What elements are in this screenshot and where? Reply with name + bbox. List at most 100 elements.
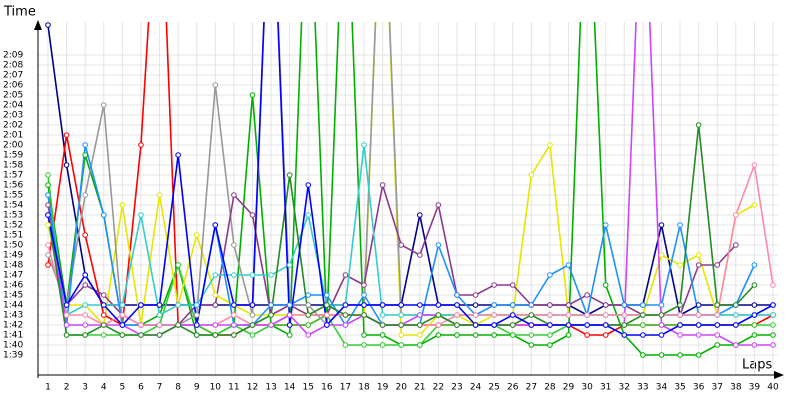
lap-point <box>770 312 776 318</box>
lap-point <box>268 322 274 328</box>
lap-point <box>45 262 51 268</box>
lap-point <box>231 192 237 198</box>
lap-point <box>547 302 553 308</box>
x-tick-label: 35 <box>674 383 685 393</box>
lap-point <box>398 312 405 318</box>
lap-point <box>342 342 349 348</box>
lap-point <box>45 222 51 228</box>
lap-point <box>82 272 88 278</box>
lap-point <box>454 302 460 308</box>
lap-point <box>454 312 460 318</box>
lap-point <box>305 182 312 188</box>
lap-point <box>193 322 200 328</box>
x-tick-label: 27 <box>526 383 537 393</box>
y-tick-label: 1:52 <box>3 221 23 231</box>
lap-point <box>491 302 497 308</box>
y-tick-label: 1:51 <box>3 231 23 241</box>
lap-point <box>286 332 293 338</box>
lap-point <box>286 172 293 178</box>
lap-point <box>82 332 88 338</box>
lap-point <box>416 302 423 308</box>
lap-point <box>658 312 665 318</box>
lap-point <box>305 292 312 298</box>
lap-point <box>82 322 88 328</box>
lap-point <box>602 332 609 338</box>
lap-point <box>361 332 367 338</box>
y-tick-label: 2:00 <box>3 141 23 151</box>
lap-point <box>100 212 107 218</box>
x-tick-label: 18 <box>358 383 370 393</box>
lap-point <box>268 272 274 278</box>
lap-point <box>454 332 460 338</box>
lap-point <box>119 332 126 338</box>
lap-point <box>361 342 367 348</box>
lap-point <box>677 332 683 338</box>
x-tick-label: 26 <box>507 383 519 393</box>
lap-point <box>621 322 628 328</box>
lap-point <box>305 332 312 338</box>
x-tick-label: 12 <box>247 383 258 393</box>
lap-point <box>175 322 181 328</box>
lap-point <box>770 332 776 338</box>
lap-point <box>63 322 70 328</box>
y-tick-label: 1:50 <box>3 241 23 251</box>
lap-point <box>286 322 293 328</box>
lap-point <box>714 302 721 308</box>
lap-point <box>398 302 405 308</box>
x-tick-label: 31 <box>600 383 611 393</box>
lap-point <box>695 312 702 318</box>
lap-point <box>361 312 367 318</box>
lap-point <box>565 302 572 308</box>
lap-point <box>547 312 553 318</box>
lap-point <box>63 312 70 318</box>
x-tick-label: 16 <box>321 383 333 393</box>
lap-point <box>45 202 51 208</box>
lap-point <box>82 232 88 238</box>
lap-point <box>677 262 683 268</box>
lap-point <box>361 292 367 298</box>
lap-point <box>695 262 702 268</box>
lap-point <box>565 312 572 318</box>
lap-point <box>751 202 758 208</box>
y-tick-label: 1:44 <box>3 301 23 311</box>
lap-point <box>714 262 721 268</box>
x-tick-label: 37 <box>712 383 723 393</box>
lap-point <box>751 162 758 168</box>
lap-point <box>677 322 683 328</box>
y-axis-label: Time <box>3 5 36 20</box>
lap-point <box>640 322 646 328</box>
lap-point <box>658 222 665 228</box>
lap-point <box>63 162 70 168</box>
lap-point <box>472 312 479 318</box>
lap-point <box>138 212 144 218</box>
lap-point <box>695 302 702 308</box>
lap-point <box>733 302 739 308</box>
lap-point <box>212 222 219 228</box>
lap-point <box>640 332 646 338</box>
x-tick-label: 17 <box>340 383 351 393</box>
y-tick-label: 1:49 <box>3 251 23 261</box>
lap-point <box>305 322 312 328</box>
lap-point <box>212 272 219 278</box>
lap-point <box>509 302 516 308</box>
lap-point <box>491 282 497 288</box>
lap-point <box>509 312 516 318</box>
lap-point <box>193 302 200 308</box>
lap-point <box>286 262 293 268</box>
lap-point <box>695 322 702 328</box>
lap-point <box>584 312 590 318</box>
lap-point <box>658 332 665 338</box>
x-tick-label: 8 <box>175 383 181 393</box>
x-axis-label: Laps <box>742 358 772 373</box>
lap-point <box>45 252 51 258</box>
lap-point <box>212 322 219 328</box>
y-tick-label: 2:02 <box>3 121 23 131</box>
lap-point <box>472 302 479 308</box>
lap-point <box>324 302 330 308</box>
x-tick-label: 20 <box>395 383 407 393</box>
lap-point <box>249 92 256 98</box>
lap-point <box>100 312 107 318</box>
lap-point <box>602 282 609 288</box>
lap-point <box>45 172 51 178</box>
lap-point <box>602 312 609 318</box>
